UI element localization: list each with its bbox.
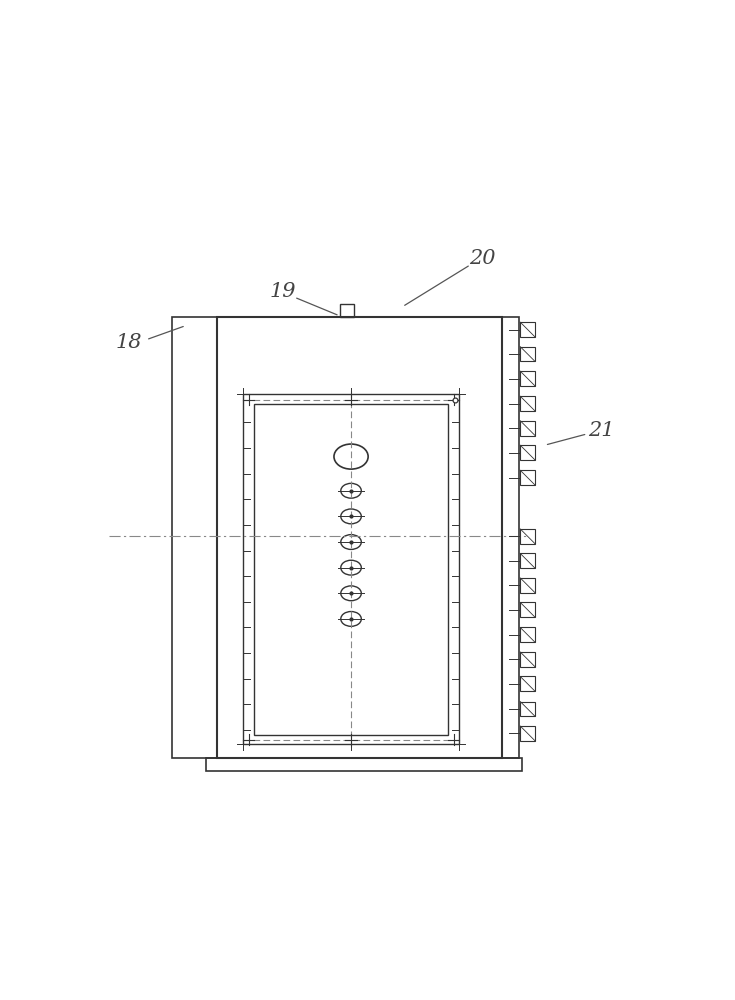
Bar — [520, 396, 535, 411]
Bar — [520, 421, 535, 436]
Bar — [171, 317, 218, 758]
Bar — [218, 317, 502, 758]
Text: 18: 18 — [115, 333, 142, 352]
Text: 20: 20 — [469, 249, 495, 268]
Bar — [520, 445, 535, 460]
Bar — [520, 578, 535, 593]
Bar — [502, 317, 519, 758]
Bar — [520, 529, 535, 544]
Bar — [520, 371, 535, 386]
Bar — [254, 404, 448, 735]
Bar — [520, 602, 535, 617]
Bar — [520, 702, 535, 716]
Bar — [520, 726, 535, 741]
Bar — [340, 304, 354, 317]
Bar — [520, 347, 535, 361]
Bar — [243, 394, 459, 744]
Text: 19: 19 — [270, 282, 296, 301]
Bar — [520, 676, 535, 691]
Bar — [520, 470, 535, 485]
Bar — [520, 627, 535, 642]
Bar — [520, 322, 535, 337]
Bar — [206, 758, 522, 771]
Bar — [520, 553, 535, 568]
Text: 21: 21 — [589, 421, 615, 440]
Bar — [520, 652, 535, 667]
